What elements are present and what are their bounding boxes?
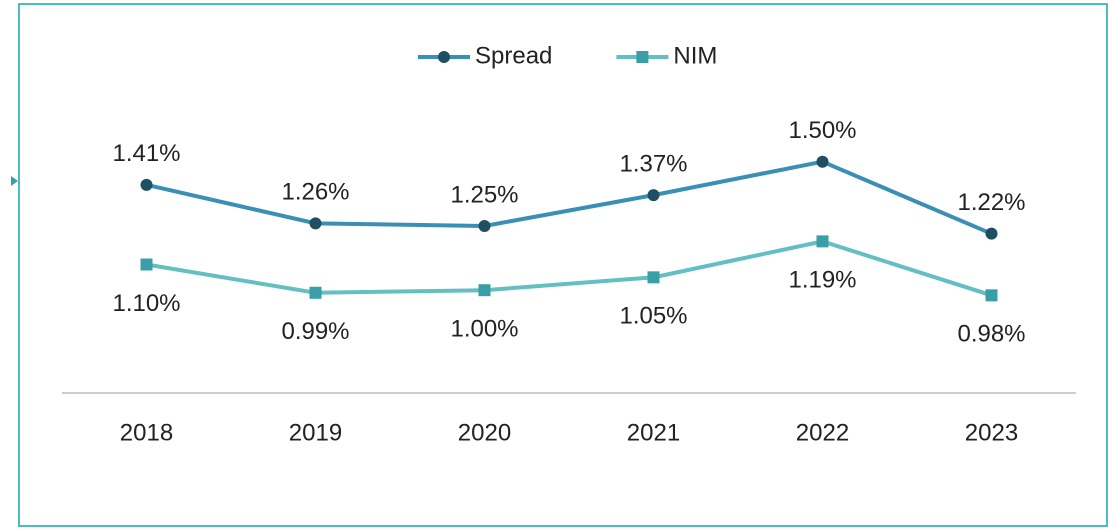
data-label: 1.10% [112,290,180,317]
data-point [478,219,491,232]
data-point [647,271,660,284]
pointer [11,176,18,186]
x-tick-label: 2022 [796,419,849,446]
x-tick-label: 2019 [289,419,342,446]
legend-marker [438,51,450,63]
data-point [140,258,153,271]
data-point [985,289,998,302]
data-point [309,217,322,230]
x-tick-label: 2021 [627,419,680,446]
data-point [816,235,829,248]
data-point [985,227,998,240]
legend-label: NIM [673,42,717,69]
data-label: 0.99% [281,318,349,345]
data-label: 1.41% [112,140,180,167]
data-point [140,178,153,191]
data-point [478,284,491,297]
data-point [816,155,829,168]
legend-label: Spread [475,42,552,69]
data-label: 1.00% [450,316,518,343]
data-label: 1.37% [619,150,687,177]
series-line [146,239,993,298]
legend-marker [636,51,649,63]
data-point [647,189,660,202]
x-tick-label: 2023 [965,419,1018,446]
chart-frame [18,3,1108,527]
data-label: 1.22% [957,189,1025,216]
data-label: 1.05% [619,303,687,330]
data-label: 0.98% [957,321,1025,348]
x-tick-label: 2018 [120,419,173,446]
data-label: 1.19% [788,267,856,294]
data-point [309,286,322,299]
data-label: 1.25% [450,181,518,208]
data-label: 1.26% [281,179,349,206]
x-tick-label: 2020 [458,419,511,446]
series-line [146,159,993,236]
data-label: 1.50% [788,117,856,144]
